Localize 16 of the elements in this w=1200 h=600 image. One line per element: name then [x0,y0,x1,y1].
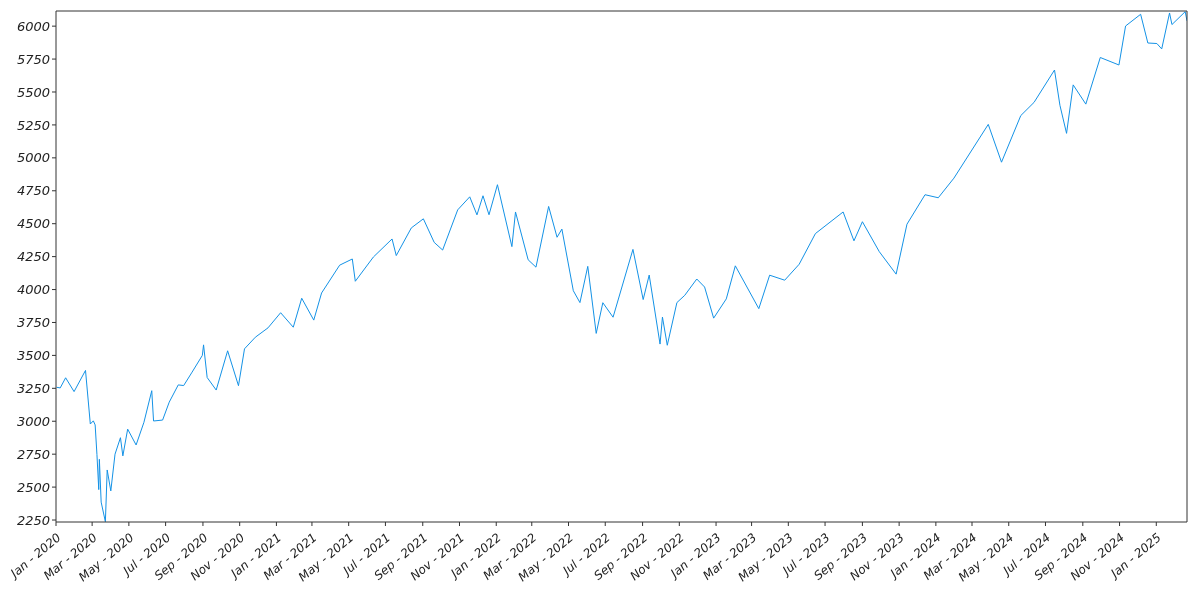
y-tick-label: 3500 [16,348,50,364]
y-tick-label: 5000 [16,150,50,166]
y-tick-label: 5750 [16,51,50,67]
y-tick-label: 2500 [16,479,50,495]
y-tick-label: 4250 [16,249,50,265]
y-tick-label: 2750 [16,446,50,462]
y-tick-label: 5500 [16,84,50,100]
y-tick-label: 6000 [16,18,50,34]
y-tick-label: 4000 [16,282,50,298]
y-tick-label: 4500 [16,216,50,232]
y-tick-label: 2250 [16,512,50,528]
y-tick-label: 5250 [16,117,50,133]
y-tick-label: 4750 [16,183,50,199]
y-tick-label: 3250 [16,380,50,396]
y-tick-label: 3000 [16,413,50,429]
y-tick-label: 3750 [16,315,50,331]
